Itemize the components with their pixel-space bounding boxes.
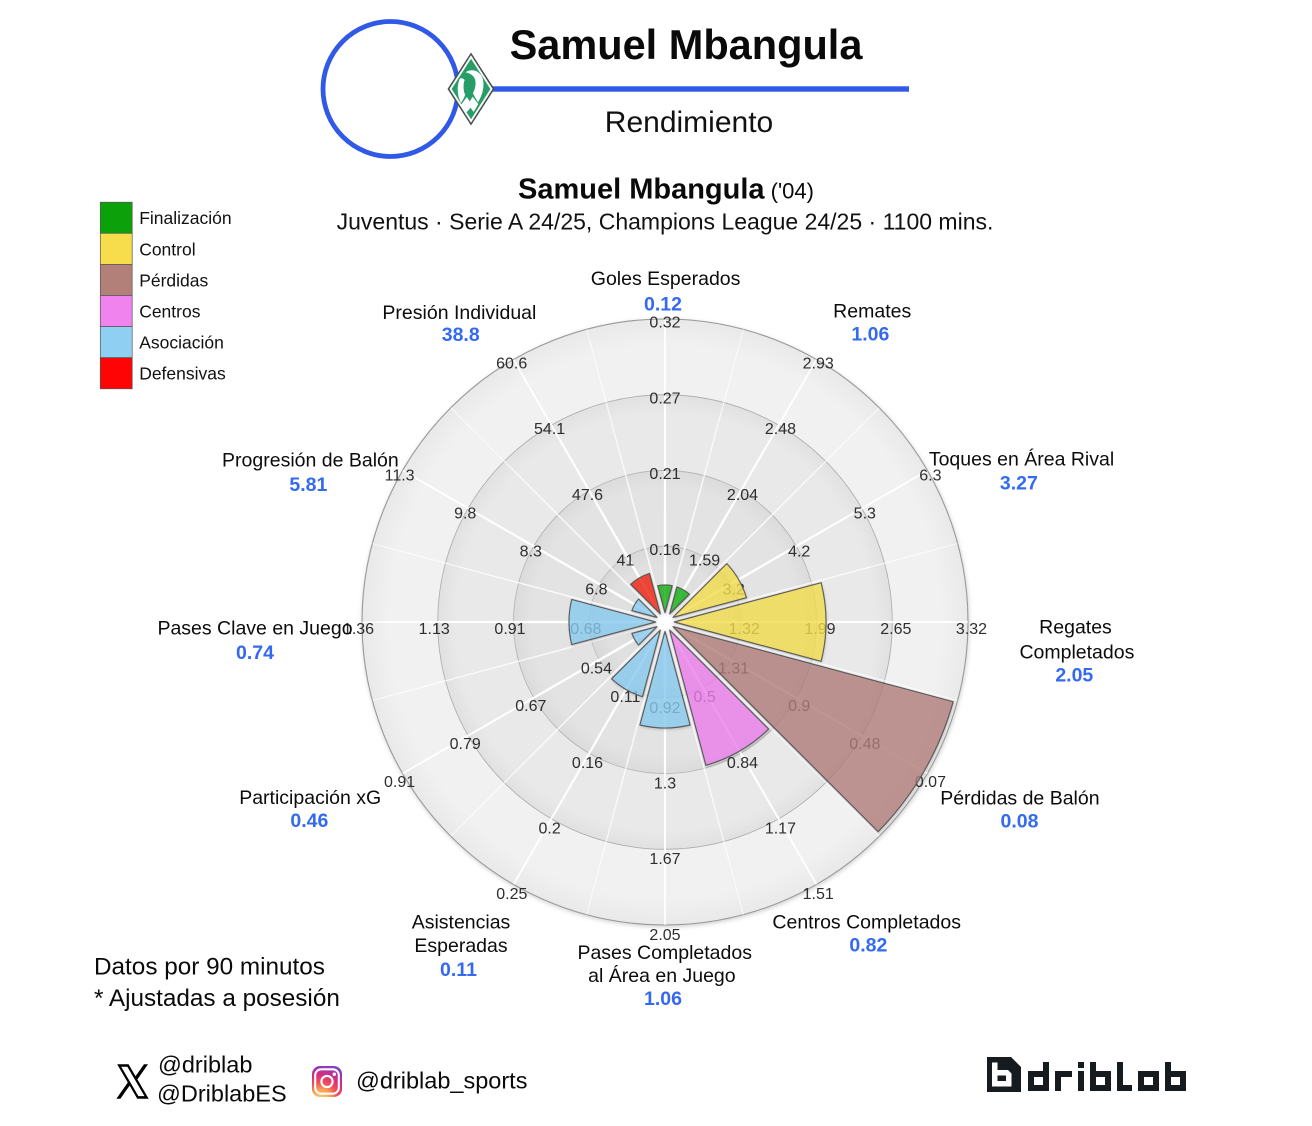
svg-text:2.48: 2.48 <box>765 421 796 438</box>
svg-text:1.13: 1.13 <box>419 621 450 638</box>
svg-text:0.74: 0.74 <box>236 642 274 664</box>
svg-text:5.3: 5.3 <box>854 506 876 523</box>
svg-text:0.16: 0.16 <box>649 542 680 559</box>
svg-text:Goles Esperados: Goles Esperados <box>591 268 741 290</box>
svg-text:Defensivas: Defensivas <box>139 364 226 384</box>
svg-text:1.17: 1.17 <box>765 820 796 837</box>
svg-text:1.59: 1.59 <box>689 552 720 569</box>
svg-text:0.32: 0.32 <box>649 315 680 332</box>
svg-text:4.2: 4.2 <box>788 543 810 560</box>
svg-text:Asociación: Asociación <box>139 333 224 353</box>
svg-text:47.6: 47.6 <box>572 487 603 504</box>
svg-text:0.16: 0.16 <box>572 755 603 772</box>
svg-text:Samuel Mbangula: Samuel Mbangula <box>510 21 864 68</box>
svg-text:41: 41 <box>617 552 635 569</box>
svg-text:0.2: 0.2 <box>538 820 560 837</box>
svg-text:Datos por 90 minutos: Datos por 90 minutos <box>94 954 325 981</box>
svg-text:0.21: 0.21 <box>649 466 680 483</box>
svg-text:2.93: 2.93 <box>803 356 834 373</box>
svg-text:Centros: Centros <box>139 302 201 322</box>
svg-text:Asistencias: Asistencias <box>412 912 511 934</box>
svg-text:Completados: Completados <box>1019 641 1134 663</box>
svg-text:Rendimiento: Rendimiento <box>605 106 773 139</box>
svg-text:0.79: 0.79 <box>450 736 481 753</box>
svg-text:Control: Control <box>139 239 195 259</box>
svg-text:11.3: 11.3 <box>385 468 415 485</box>
svg-text:0.91: 0.91 <box>494 621 525 638</box>
svg-text:Toques en Área Rival: Toques en Área Rival <box>929 448 1114 471</box>
svg-text:Samuel Mbangula ('04): Samuel Mbangula ('04) <box>518 174 814 206</box>
svg-text:0.27: 0.27 <box>649 390 680 407</box>
svg-text:0.67: 0.67 <box>515 698 546 715</box>
svg-text:0.12: 0.12 <box>644 293 682 315</box>
svg-text:2.05: 2.05 <box>1055 665 1093 687</box>
svg-text:0.91: 0.91 <box>384 774 415 791</box>
svg-text:Regates: Regates <box>1039 617 1112 639</box>
svg-text:al Área en Juego: al Área en Juego <box>588 964 736 987</box>
svg-text:Pases Clave en Juego: Pases Clave en Juego <box>157 617 352 639</box>
svg-text:8.3: 8.3 <box>520 543 542 560</box>
svg-text:Centros Completados: Centros Completados <box>772 912 961 934</box>
svg-text:@driblab: @driblab <box>158 1052 252 1078</box>
svg-text:3.32: 3.32 <box>956 621 987 638</box>
svg-text:2.04: 2.04 <box>727 487 758 504</box>
svg-text:1.06: 1.06 <box>644 988 682 1010</box>
svg-text:0.11: 0.11 <box>440 959 477 981</box>
svg-text:1.3: 1.3 <box>654 776 676 793</box>
svg-text:60.6: 60.6 <box>496 356 527 373</box>
svg-text:Presión Individual: Presión Individual <box>382 302 536 324</box>
svg-text:1.67: 1.67 <box>649 851 680 868</box>
svg-text:54.1: 54.1 <box>534 421 565 438</box>
svg-text:Progresión de Balón: Progresión de Balón <box>222 450 399 472</box>
svg-text:0.54: 0.54 <box>581 660 612 677</box>
svg-text:Esperadas: Esperadas <box>414 935 507 957</box>
svg-text:5.81: 5.81 <box>289 474 327 496</box>
svg-text:0.82: 0.82 <box>849 935 887 957</box>
svg-text:Pases Completados: Pases Completados <box>577 942 752 964</box>
svg-text:0.08: 0.08 <box>1001 811 1039 833</box>
svg-text:0.07: 0.07 <box>915 774 946 791</box>
svg-text:6.8: 6.8 <box>585 581 607 598</box>
svg-text:0.25: 0.25 <box>496 886 527 903</box>
svg-text:2.65: 2.65 <box>880 621 911 638</box>
svg-text:Participación xG: Participación xG <box>239 787 381 809</box>
svg-text:0.84: 0.84 <box>727 755 758 772</box>
svg-text:2.05: 2.05 <box>649 927 680 944</box>
svg-text:0.46: 0.46 <box>290 810 328 832</box>
svg-text:1.06: 1.06 <box>851 324 889 346</box>
svg-text:1.51: 1.51 <box>803 886 834 903</box>
svg-text:@driblab_sports: @driblab_sports <box>356 1068 527 1094</box>
svg-text:6.3: 6.3 <box>919 468 941 485</box>
svg-text:Pérdidas de Balón: Pérdidas de Balón <box>940 787 1099 809</box>
svg-text:Pérdidas: Pérdidas <box>139 270 208 290</box>
svg-text:Remates: Remates <box>833 300 911 322</box>
svg-text:@DriblabES: @DriblabES <box>157 1081 287 1107</box>
svg-text:3.27: 3.27 <box>1000 472 1038 494</box>
svg-text:38.8: 38.8 <box>442 324 480 346</box>
svg-text:Juventus · Serie A 24/25, Cham: Juventus · Serie A 24/25, Champions Leag… <box>337 209 994 235</box>
svg-text:* Ajustadas a posesión: * Ajustadas a posesión <box>94 985 340 1012</box>
svg-text:1.36: 1.36 <box>343 621 374 638</box>
svg-text:Finalización: Finalización <box>139 208 231 228</box>
svg-text:9.8: 9.8 <box>454 506 476 523</box>
